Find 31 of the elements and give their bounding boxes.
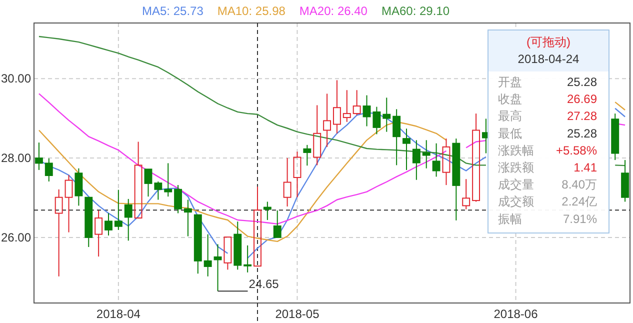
text: 2018-04-24 xyxy=(518,52,580,66)
text: 25.28 xyxy=(566,75,597,89)
text: (可拖动) xyxy=(526,35,570,49)
text: 8.40万 xyxy=(562,178,597,192)
text: 7.91% xyxy=(562,212,597,226)
x-tick-label: 2018-05 xyxy=(275,307,320,321)
text: 2.24亿 xyxy=(562,194,597,209)
text: 26.69 xyxy=(566,92,597,106)
category-label: 收盘 xyxy=(498,92,522,106)
y-tick-label: 28.00 xyxy=(0,151,32,166)
category-label: 开盘 xyxy=(498,75,522,89)
text: MA10: 25.98 xyxy=(217,4,286,18)
text: 25.28 xyxy=(566,126,597,140)
category-label: 成交额 xyxy=(498,194,534,209)
y-tick-label: 26.00 xyxy=(0,230,32,244)
category-label: 最低 xyxy=(498,126,522,140)
text: MA5: 25.73 xyxy=(142,4,204,18)
category-label: 成交量 xyxy=(498,178,534,192)
category-label: 涨跌额 xyxy=(498,160,534,174)
text: MA60: 29.10 xyxy=(381,4,450,18)
y-tick-label: 30.00 xyxy=(0,72,32,86)
text: 1.41 xyxy=(574,160,597,174)
x-tick-label: 2018-04 xyxy=(96,307,141,321)
text: MA20: 26.40 xyxy=(299,4,368,18)
annotation: 24.65 xyxy=(248,277,280,292)
text: +5.58% xyxy=(556,143,597,158)
category-label: 涨跌幅 xyxy=(498,143,534,158)
category-label: 振幅 xyxy=(498,212,522,226)
x-tick-label: 2018-06 xyxy=(494,307,538,321)
text: 27.28 xyxy=(566,109,597,124)
category-label: 最高 xyxy=(498,109,522,124)
